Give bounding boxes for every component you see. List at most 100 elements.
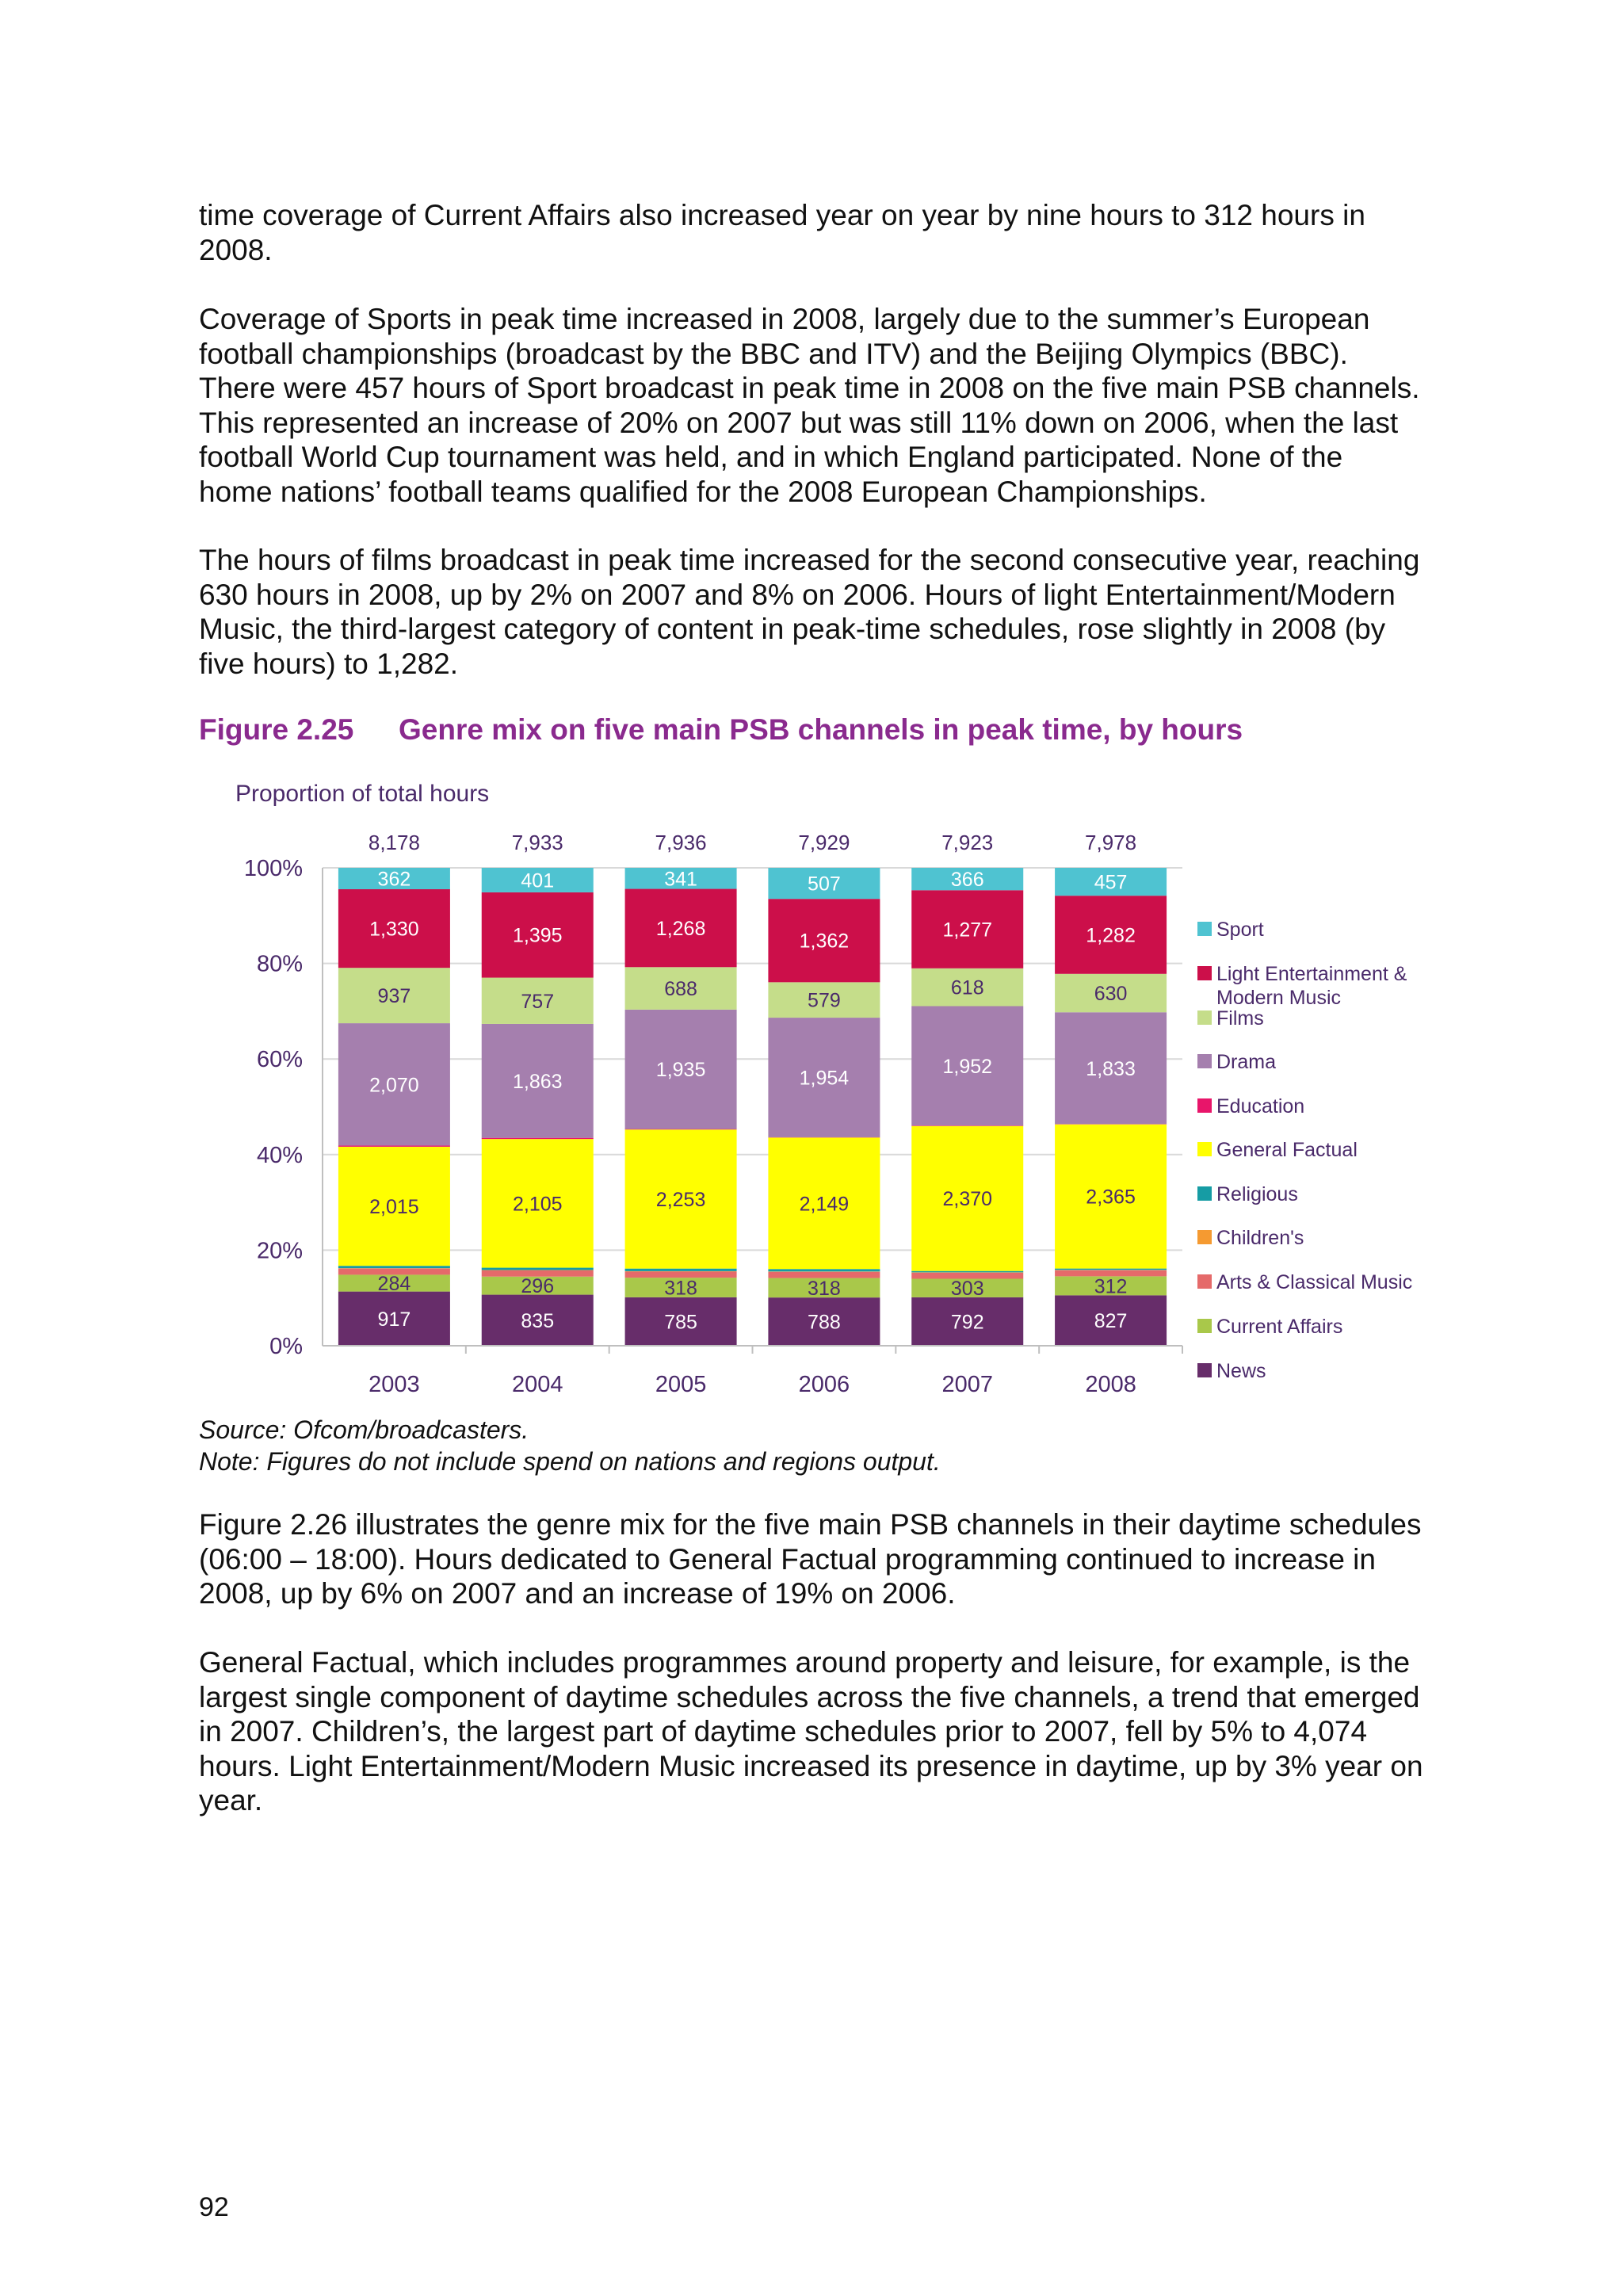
bar-segment-general-factual bbox=[624, 1129, 737, 1269]
legend-label: Children's bbox=[1216, 1227, 1304, 1249]
legend-label: Sport bbox=[1216, 919, 1264, 941]
legend-swatch bbox=[1197, 966, 1212, 980]
legend-item-education: Education bbox=[1197, 1095, 1304, 1117]
data-label-films: 688 bbox=[664, 978, 697, 1000]
legend-label: Religious bbox=[1216, 1183, 1298, 1205]
y-axis-label: Proportion of total hours bbox=[235, 781, 489, 807]
data-label-films: 579 bbox=[808, 990, 841, 1012]
y-tick-label: 100% bbox=[244, 856, 303, 881]
legend-item-religious: Religious bbox=[1197, 1183, 1298, 1205]
legend-item-light-entertainment-modern-music: Light Entertainment &Modern Music bbox=[1197, 963, 1407, 1009]
paragraph-sports: Coverage of Sports in peak time increase… bbox=[199, 303, 1420, 508]
bar-segment-general-factual bbox=[1055, 1124, 1167, 1269]
x-tick-label: 2004 bbox=[512, 1372, 563, 1397]
bar-segment-sport bbox=[768, 868, 880, 900]
bar-segment-education bbox=[338, 1145, 450, 1147]
bar-segment-education bbox=[624, 1129, 737, 1130]
x-tick-label: 2006 bbox=[799, 1372, 850, 1397]
data-label-news: 917 bbox=[378, 1308, 411, 1331]
data-label-general-factual: 2,105 bbox=[513, 1193, 563, 1215]
bar-segment-drama bbox=[911, 1006, 1024, 1126]
bar-total-label: 7,929 bbox=[798, 831, 850, 854]
bar-segment-drama bbox=[624, 1009, 737, 1129]
bar-total-label: 7,978 bbox=[1085, 831, 1136, 854]
legend-swatch bbox=[1197, 1142, 1212, 1156]
bar-segment-religious bbox=[1055, 1268, 1167, 1270]
data-label-light-entertainment-modern-music: 1,282 bbox=[1086, 924, 1136, 946]
data-label-films: 757 bbox=[521, 991, 554, 1013]
bar-segment-sport bbox=[338, 868, 450, 889]
data-label-light-entertainment-modern-music: 1,395 bbox=[513, 925, 563, 947]
bar-segment-light-entertainment-modern-music bbox=[338, 888, 450, 968]
bar-segment-films bbox=[624, 967, 737, 1010]
bar-segment-current-affairs bbox=[768, 1278, 880, 1298]
bar-segment-light-entertainment-modern-music bbox=[624, 888, 737, 968]
y-tick-label: 0% bbox=[269, 1334, 303, 1359]
data-label-drama: 1,833 bbox=[1086, 1058, 1136, 1080]
legend-swatch bbox=[1197, 1054, 1212, 1068]
bar-segment-news bbox=[481, 1294, 594, 1346]
bar-segment-current-affairs bbox=[338, 1274, 450, 1292]
bar-segment-drama bbox=[1055, 1012, 1167, 1125]
legend-swatch bbox=[1197, 1098, 1212, 1113]
bar-segment-light-entertainment-modern-music bbox=[768, 899, 880, 983]
bar-segment-films bbox=[768, 982, 880, 1018]
data-label-sport: 366 bbox=[951, 869, 984, 891]
bar-segment-current-affairs bbox=[1055, 1276, 1167, 1296]
data-label-current-affairs: 296 bbox=[521, 1275, 554, 1297]
bar-segment-light-entertainment-modern-music bbox=[481, 892, 594, 978]
bar-segment-arts-classical-music bbox=[481, 1270, 594, 1277]
bar-segment-arts-classical-music bbox=[768, 1271, 880, 1278]
bar-total-label: 8,178 bbox=[369, 831, 420, 854]
bar-segment-sport bbox=[1055, 868, 1167, 896]
legend-swatch bbox=[1197, 1230, 1212, 1244]
data-label-current-affairs: 318 bbox=[664, 1277, 697, 1299]
data-label-news: 835 bbox=[521, 1310, 554, 1332]
bar-segment-films bbox=[911, 968, 1024, 1007]
bar-segment-general-factual bbox=[911, 1125, 1024, 1271]
bar-segment-current-affairs bbox=[911, 1278, 1024, 1297]
data-label-light-entertainment-modern-music: 1,268 bbox=[656, 918, 706, 940]
figure-source-note: Source: Ofcom/broadcasters. Note: Figure… bbox=[199, 1414, 941, 1477]
legend-label-continued: Modern Music bbox=[1216, 987, 1341, 1009]
bar-segment-religious bbox=[338, 1266, 450, 1269]
legend-swatch bbox=[1197, 1363, 1212, 1377]
data-label-drama: 1,863 bbox=[513, 1071, 563, 1093]
paragraph-figure-2-26: Figure 2.26 illustrates the genre mix fo… bbox=[199, 1508, 1422, 1610]
x-tick-label: 2007 bbox=[941, 1372, 993, 1397]
data-label-current-affairs: 318 bbox=[808, 1278, 841, 1300]
bar-segment-light-entertainment-modern-music bbox=[1055, 896, 1167, 974]
page-number: 92 bbox=[199, 2192, 229, 2222]
data-label-general-factual: 2,253 bbox=[656, 1189, 706, 1211]
figure-note: Note: Figures do not include spend on na… bbox=[199, 1447, 941, 1476]
y-tick-label: 20% bbox=[257, 1238, 303, 1263]
data-label-films: 618 bbox=[951, 977, 984, 999]
bar-segment-religious bbox=[624, 1268, 737, 1271]
bar-segment-films bbox=[1055, 973, 1167, 1013]
data-label-news: 785 bbox=[664, 1311, 697, 1333]
bar-segment-films bbox=[481, 977, 594, 1024]
bar-segment-arts-classical-music bbox=[1055, 1270, 1167, 1277]
data-label-films: 937 bbox=[378, 985, 411, 1007]
data-label-current-affairs: 312 bbox=[1094, 1275, 1128, 1297]
bar-segment-current-affairs bbox=[624, 1278, 737, 1297]
bar-segment-arts-classical-music bbox=[911, 1272, 1024, 1279]
bar-segment-religious bbox=[768, 1269, 880, 1272]
paragraph-films: The hours of films broadcast in peak tim… bbox=[199, 544, 1420, 680]
data-label-light-entertainment-modern-music: 1,362 bbox=[800, 930, 850, 953]
data-label-drama: 1,952 bbox=[942, 1056, 992, 1078]
y-tick-label: 80% bbox=[257, 952, 303, 977]
bar-segment-sport bbox=[624, 868, 737, 889]
bar-segment-education bbox=[481, 1137, 594, 1140]
genre-mix-chart: Proportion of total hours 917 284 2,015 2,0… bbox=[235, 781, 1412, 1397]
legend-item-arts-classical-music: Arts & Classical Music bbox=[1197, 1271, 1412, 1293]
bar-total-label: 7,923 bbox=[941, 831, 993, 854]
data-label-general-factual: 2,365 bbox=[1086, 1186, 1136, 1209]
data-label-general-factual: 2,149 bbox=[800, 1193, 850, 1215]
paragraph-current-affairs: time coverage of Current Affairs also in… bbox=[199, 199, 1365, 266]
bar-segment-religious bbox=[481, 1267, 594, 1270]
bar-segment-drama bbox=[481, 1023, 594, 1138]
data-label-drama: 1,954 bbox=[800, 1068, 850, 1090]
legend-label: Current Affairs bbox=[1216, 1316, 1342, 1338]
figure-caption: Genre mix on five main PSB channels in p… bbox=[399, 713, 1243, 746]
